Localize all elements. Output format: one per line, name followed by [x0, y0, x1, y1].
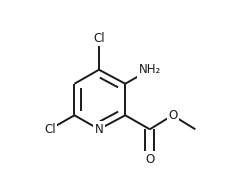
Text: NH₂: NH₂ — [138, 63, 160, 76]
Text: O: O — [167, 109, 176, 122]
Text: Cl: Cl — [93, 32, 104, 45]
Text: O: O — [144, 153, 154, 166]
Text: N: N — [94, 123, 103, 136]
Text: Cl: Cl — [44, 123, 56, 136]
